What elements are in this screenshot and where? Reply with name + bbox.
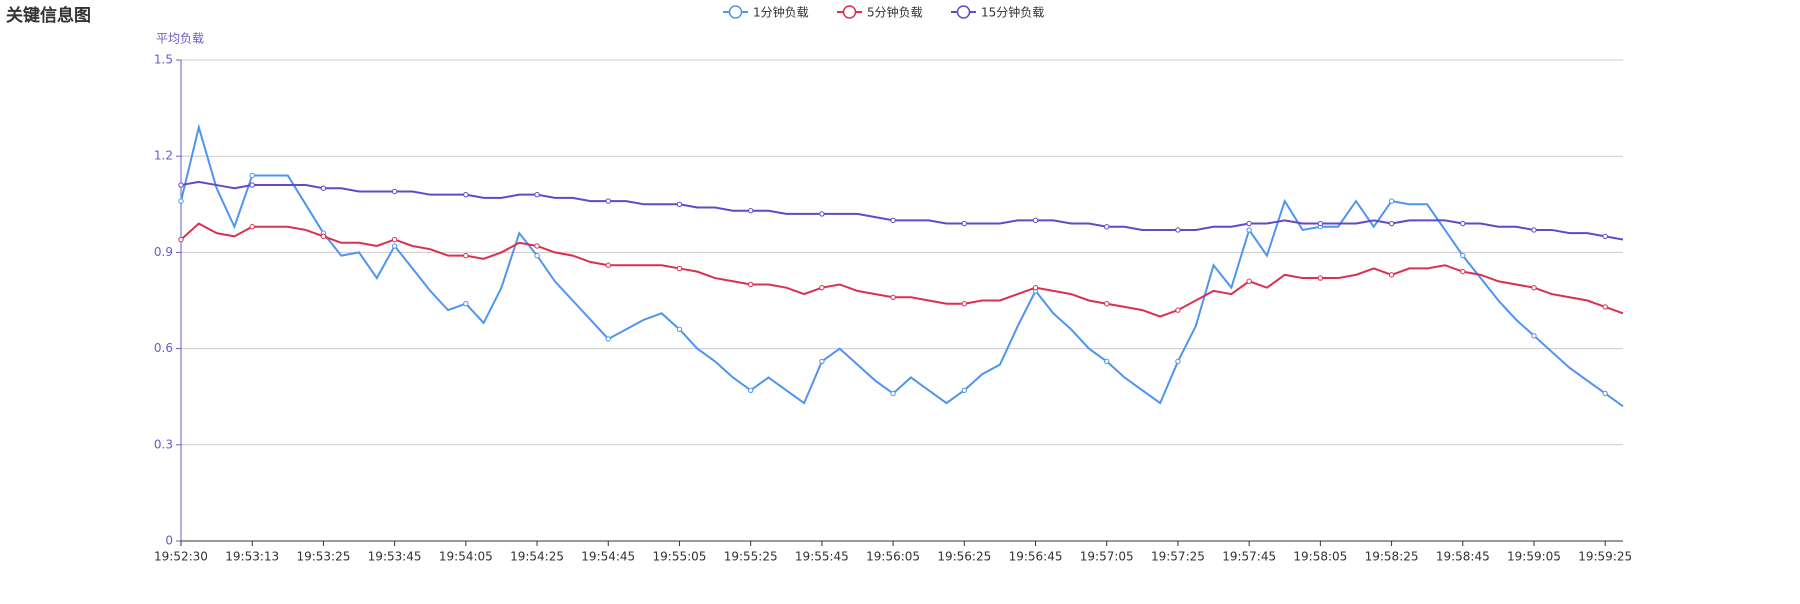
x-tick-label: 19:55:05	[653, 550, 707, 564]
point	[1317, 220, 1324, 227]
point	[747, 281, 754, 288]
point	[1460, 220, 1466, 227]
point	[1246, 220, 1252, 227]
x-tick-label: 19:59:05	[1507, 550, 1561, 564]
x-tick-label: 19:56:25	[937, 550, 991, 564]
x-tick-label: 19:54:45	[581, 550, 635, 564]
y-tick-label: 1.5	[154, 53, 173, 67]
point	[391, 188, 398, 195]
point	[463, 301, 469, 307]
point	[1104, 358, 1110, 365]
x-tick-label: 19:56:45	[1009, 550, 1063, 564]
point	[1317, 275, 1324, 281]
point	[676, 201, 683, 208]
point	[1175, 358, 1181, 365]
legend-marker	[728, 5, 743, 19]
point	[1602, 304, 1608, 310]
point	[1032, 217, 1039, 224]
x-tick-label: 19:55:45	[795, 550, 849, 564]
x-tick-label: 19:58:45	[1436, 550, 1490, 564]
point	[463, 191, 469, 198]
series-line	[180, 222, 1624, 318]
point	[178, 236, 184, 243]
x-tick-label: 19:57:05	[1080, 550, 1134, 564]
x-tick-label: 19:54:05	[439, 550, 493, 564]
x-tick-label: 19:53:13	[225, 550, 279, 564]
legend-label: 15分钟负载	[981, 5, 1044, 20]
x-tick-label: 19:58:25	[1365, 550, 1419, 564]
series-line	[180, 123, 1624, 408]
legend-label: 5分钟负载	[867, 5, 923, 20]
x-tick-label: 19:58:05	[1293, 550, 1347, 564]
point	[1531, 227, 1537, 233]
point	[890, 217, 896, 224]
legend-label: 1分钟负载	[753, 5, 809, 20]
point	[676, 265, 683, 272]
point	[1531, 333, 1537, 339]
point	[249, 182, 255, 188]
point	[1032, 284, 1039, 291]
point	[320, 185, 327, 191]
chart-title: 关键信息图	[6, 5, 91, 26]
point	[1602, 233, 1608, 240]
y-tick-label: 0.3	[154, 437, 173, 451]
x-tick-label: 19:55:25	[724, 550, 778, 564]
point	[605, 262, 611, 268]
point	[249, 172, 255, 179]
point	[961, 220, 968, 227]
x-tick-label: 19:56:05	[866, 550, 920, 564]
point	[1531, 284, 1537, 291]
x-tick-label: 19:57:25	[1151, 550, 1205, 564]
point	[890, 390, 896, 397]
point	[747, 208, 754, 214]
point	[1175, 227, 1181, 233]
y-tick-label: 0.6	[154, 341, 173, 355]
point	[890, 294, 896, 300]
point	[1104, 224, 1110, 230]
point	[961, 387, 968, 393]
point	[249, 224, 255, 230]
x-tick-label: 19:52:30	[154, 550, 208, 564]
point	[463, 252, 469, 259]
point	[747, 387, 754, 393]
y-axis-label: 平均负载	[156, 32, 204, 46]
x-tick-label: 19:57:45	[1222, 550, 1276, 564]
point	[391, 236, 398, 243]
legend-marker	[842, 5, 857, 19]
x-tick-label: 19:54:25	[510, 550, 564, 564]
point	[1388, 220, 1395, 227]
point	[534, 191, 540, 198]
point	[1246, 227, 1252, 233]
x-tick-label: 19:59:25	[1578, 550, 1632, 564]
point	[534, 252, 540, 259]
point	[391, 243, 398, 249]
point	[605, 336, 611, 342]
legend-marker	[956, 5, 971, 19]
point	[819, 211, 825, 217]
point	[1388, 272, 1395, 278]
series-line	[180, 180, 1624, 241]
point	[605, 198, 611, 204]
point	[534, 243, 540, 249]
y-tick-label: 0.9	[154, 245, 173, 259]
point	[1104, 301, 1110, 307]
point	[961, 301, 968, 307]
point	[676, 326, 683, 333]
point	[1460, 252, 1466, 259]
point	[1602, 390, 1608, 397]
point	[178, 182, 184, 188]
point	[178, 198, 184, 204]
x-tick-label: 19:53:25	[296, 550, 350, 564]
point	[819, 358, 825, 365]
point	[1175, 307, 1181, 313]
point	[1388, 198, 1395, 204]
point	[1246, 278, 1252, 284]
y-tick-label: 1.2	[154, 149, 173, 163]
point	[320, 233, 327, 240]
point	[819, 284, 825, 291]
x-tick-label: 19:53:45	[368, 550, 422, 564]
y-tick-label: 0	[165, 534, 173, 548]
point	[1460, 268, 1466, 275]
